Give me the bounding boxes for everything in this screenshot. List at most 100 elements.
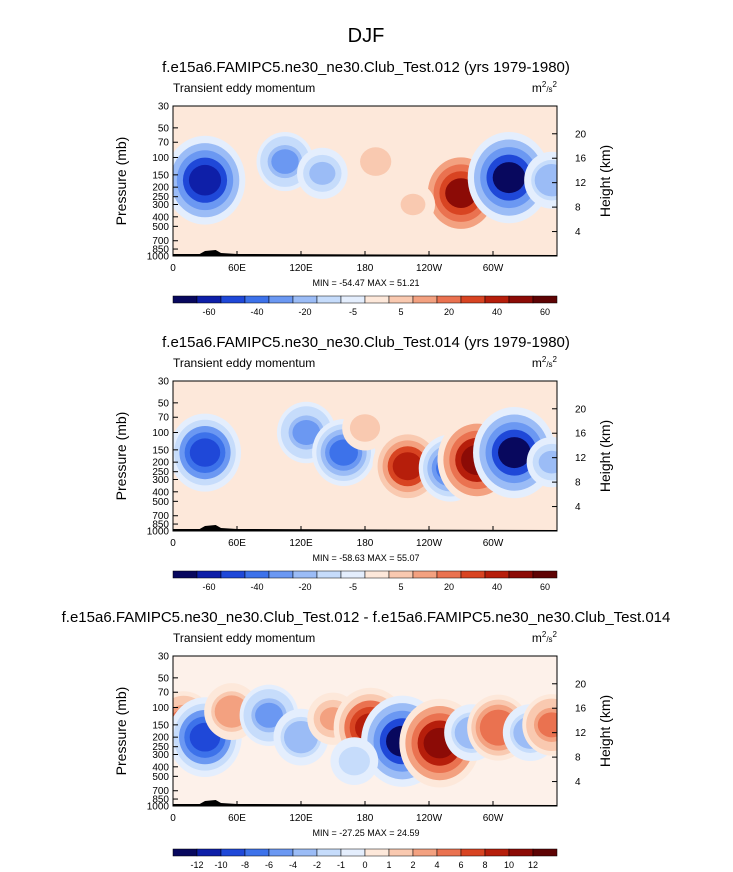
x-tick-label: 0 — [170, 813, 176, 824]
y-tick-label: 30 — [158, 102, 170, 113]
colorbar-box — [436, 570, 462, 579]
y-tick-label: 1000 — [147, 252, 170, 263]
colorbar-box — [172, 295, 198, 304]
height-tick-label: 20 — [575, 129, 587, 140]
colorbar-box — [436, 848, 462, 857]
y-tick-label: 200 — [152, 733, 169, 744]
y-tick-label: 1000 — [147, 527, 170, 538]
y-axis-title: Pressure (mb) — [113, 137, 129, 226]
contour-blob — [255, 702, 283, 728]
height-tick-label: 4 — [575, 227, 581, 238]
colorbar-label: 6 — [458, 860, 463, 870]
colorbar-box — [460, 295, 486, 304]
y-tick-label: 250 — [152, 742, 169, 753]
min-max-stats: MIN = -58.63 MAX = 55.07 — [312, 553, 419, 563]
y-tick-label: 100 — [152, 153, 169, 164]
colorbar-box — [268, 570, 294, 579]
y-tick-label: 70 — [158, 138, 170, 149]
colorbar-label: 4 — [434, 860, 439, 870]
chart-subtitle: Transient eddy momentum — [173, 356, 315, 370]
y-tick-label: 300 — [152, 200, 169, 211]
x-tick-label: 180 — [357, 813, 374, 824]
colorbar-box — [412, 295, 438, 304]
y-tick-label: 400 — [152, 487, 169, 498]
colorbar-box — [508, 848, 534, 857]
y-tick-label: 70 — [158, 413, 170, 424]
height-tick-label: 20 — [575, 679, 587, 690]
colorbar-box — [196, 295, 222, 304]
colorbar-label: 20 — [444, 307, 454, 317]
colorbar-box — [316, 848, 342, 857]
colorbar: -60 -40 -20 -5 5 20 40 60 — [172, 295, 558, 317]
y-tick-label: 30 — [158, 652, 170, 663]
colorbar-box — [388, 295, 414, 304]
colorbar-box — [340, 570, 366, 579]
colorbar-box — [196, 848, 222, 857]
colorbar-label: 1 — [386, 860, 391, 870]
units-label: m2/s2 — [532, 630, 558, 645]
y-tick-label: 250 — [152, 467, 169, 478]
chart-panel-2: f.e15a6.FAMIPC5.ne30_ne30.Club_Test.014 … — [113, 334, 613, 592]
contour-blob — [309, 161, 336, 185]
colorbar-box — [460, 848, 486, 857]
colorbar-box — [484, 570, 510, 579]
colorbar: -60 -40 -20 -5 5 20 40 60 — [172, 570, 558, 592]
y-tick-label: 100 — [152, 703, 169, 714]
colorbar-box — [340, 295, 366, 304]
colorbar-box — [508, 295, 534, 304]
colorbar-box — [316, 570, 342, 579]
topography — [173, 250, 557, 256]
min-max-stats: MIN = -27.25 MAX = 24.59 — [312, 828, 419, 838]
colorbar-label: 60 — [540, 582, 550, 592]
height-tick-label: 16 — [575, 429, 587, 440]
chart-panel-3: f.e15a6.FAMIPC5.ne30_ne30.Club_Test.012 … — [62, 609, 671, 870]
height-tick-label: 16 — [575, 704, 587, 715]
colorbar-box — [364, 570, 390, 579]
x-tick-label: 60E — [228, 538, 246, 549]
colorbar-box — [460, 570, 486, 579]
colorbar-box — [388, 570, 414, 579]
colorbar-label: -5 — [349, 307, 357, 317]
x-tick-label: 60W — [483, 813, 504, 824]
colorbar-box — [244, 295, 270, 304]
x-tick-label: 0 — [170, 538, 176, 549]
colorbar-box — [412, 570, 438, 579]
x-tick-label: 120W — [416, 263, 443, 274]
y-tick-label: 30 — [158, 377, 170, 388]
colorbar-box — [220, 848, 246, 857]
colorbar-box — [436, 295, 462, 304]
contour-blob — [400, 193, 426, 216]
colorbar-label: -40 — [250, 582, 263, 592]
x-tick-label: 180 — [357, 263, 374, 274]
colorbar-label: 0 — [362, 860, 367, 870]
y-tick-label: 850 — [152, 520, 169, 531]
y-tick-label: 50 — [158, 673, 170, 684]
colorbar-label: -20 — [298, 307, 311, 317]
colorbar-label: -2 — [313, 860, 321, 870]
x-tick-label: 120W — [416, 813, 443, 824]
y-tick-label: 70 — [158, 688, 170, 699]
height-tick-label: 12 — [575, 453, 587, 464]
topography — [173, 525, 557, 531]
colorbar-label: 2 — [410, 860, 415, 870]
colorbar-label: -10 — [214, 860, 227, 870]
y-axis-title: Pressure (mb) — [113, 687, 129, 776]
colorbar-box — [484, 295, 510, 304]
colorbar-box — [292, 295, 318, 304]
height-tick-label: 4 — [575, 777, 581, 788]
contour-field — [173, 131, 557, 236]
y-tick-label: 1000 — [147, 802, 170, 813]
y-tick-label: 700 — [152, 236, 169, 247]
y-tick-label: 850 — [152, 245, 169, 256]
y-tick-label: 50 — [158, 123, 170, 134]
contour-blob — [271, 149, 299, 174]
colorbar-box — [196, 570, 222, 579]
x-tick-label: 0 — [170, 263, 176, 274]
colorbar-box — [292, 570, 318, 579]
colorbar-label: -60 — [202, 307, 215, 317]
colorbar-label: -5 — [349, 582, 357, 592]
contour-blob — [538, 168, 557, 193]
colorbar-box — [316, 295, 342, 304]
contour-blob — [218, 699, 246, 724]
chart-title: f.e15a6.FAMIPC5.ne30_ne30.Club_Test.014 … — [162, 334, 570, 351]
